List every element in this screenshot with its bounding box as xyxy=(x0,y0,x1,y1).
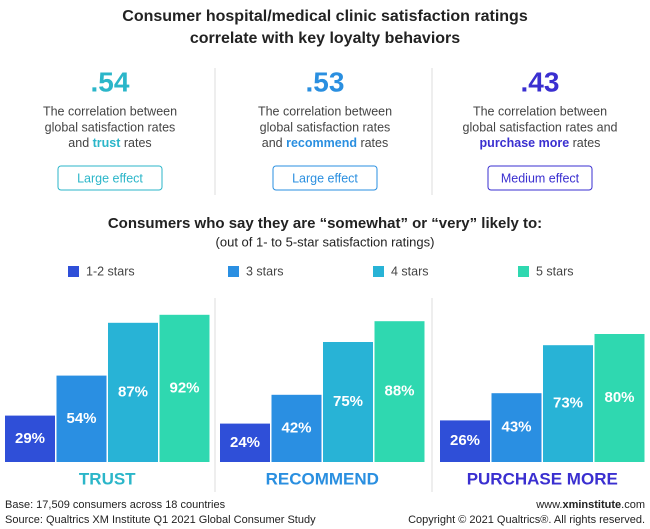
description-part: rates xyxy=(120,136,151,150)
bar xyxy=(5,415,55,462)
category-label: RECOMMEND xyxy=(266,469,379,488)
legend-swatch xyxy=(228,266,239,277)
bar xyxy=(159,314,210,462)
description: The correlation between xyxy=(258,104,392,118)
effect-badge xyxy=(272,165,378,191)
legend-label: 3 stars xyxy=(246,264,284,278)
effect-label: Large effect xyxy=(292,171,358,185)
bar xyxy=(543,345,593,462)
chart-title: Consumers who say they are “somewhat” or… xyxy=(108,215,542,232)
bar xyxy=(220,423,270,462)
title: Consumer hospital/medical clinic satisfa… xyxy=(122,8,528,25)
legend-label: 4 stars xyxy=(391,264,429,278)
legend-label: 1-2 stars xyxy=(86,264,135,278)
correlation-value: .53 xyxy=(306,66,345,97)
legend-label: 5 stars xyxy=(536,264,574,278)
url-part: xminstitute xyxy=(562,499,621,511)
value-label: 73% xyxy=(553,395,583,412)
description-part: rates xyxy=(569,136,600,150)
description: The correlation between xyxy=(43,104,177,118)
category-label: TRUST xyxy=(79,469,136,488)
value-label: 43% xyxy=(501,419,531,436)
description: and recommend rates xyxy=(262,136,388,150)
description: The correlation between xyxy=(473,104,607,118)
legend-swatch xyxy=(68,266,79,277)
value-label: 80% xyxy=(604,389,634,406)
value-label: 87% xyxy=(118,383,148,400)
category-label: PURCHASE MORE xyxy=(467,469,618,488)
legend-swatch xyxy=(373,266,384,277)
url-part: www. xyxy=(535,499,562,511)
footer-text: Source: Qualtrics XM Institute Q1 2021 G… xyxy=(5,514,316,526)
footer-url: www.xminstitute.com xyxy=(535,499,645,511)
effect-badge xyxy=(57,165,163,191)
legend-swatch xyxy=(518,266,529,277)
effect-label: Medium effect xyxy=(501,171,580,185)
description: and trust rates xyxy=(68,136,151,150)
description-part: rates xyxy=(357,136,388,150)
value-label: 26% xyxy=(450,432,480,449)
footer-copyright: Copyright © 2021 Qualtrics®. All rights … xyxy=(408,514,645,526)
correlation-value: .43 xyxy=(521,66,560,97)
value-label: 42% xyxy=(281,419,311,436)
value-label: 88% xyxy=(384,383,414,400)
description-part: trust xyxy=(93,136,122,150)
description: global satisfaction rates xyxy=(45,120,176,134)
description-part: recommend xyxy=(286,136,357,150)
value-label: 75% xyxy=(333,393,363,410)
bar xyxy=(594,334,645,462)
description: global satisfaction rates and xyxy=(463,120,618,134)
value-label: 29% xyxy=(15,430,45,447)
bar xyxy=(440,420,490,462)
value-label: 92% xyxy=(169,379,199,396)
bar xyxy=(323,342,373,462)
title: correlate with key loyalty behaviors xyxy=(190,30,460,47)
description-part: and xyxy=(68,136,92,150)
value-label: 54% xyxy=(66,410,96,427)
chart-subtitle: (out of 1- to 5-star satisfaction rating… xyxy=(216,234,435,249)
description-part: purchase more xyxy=(480,136,570,150)
bar xyxy=(491,393,542,462)
footer-text: Base: 17,509 consumers across 18 countri… xyxy=(5,499,226,511)
correlation-value: .54 xyxy=(91,66,130,97)
value-label: 24% xyxy=(230,434,260,451)
url-part: .com xyxy=(621,499,645,511)
bar xyxy=(271,394,322,462)
bar xyxy=(56,375,107,462)
bar xyxy=(108,322,158,462)
effect-badge xyxy=(487,165,593,191)
effect-label: Large effect xyxy=(77,171,143,185)
description: purchase more rates xyxy=(480,136,601,150)
description: global satisfaction rates xyxy=(260,120,391,134)
bar xyxy=(374,321,425,462)
description-part: and xyxy=(262,136,286,150)
